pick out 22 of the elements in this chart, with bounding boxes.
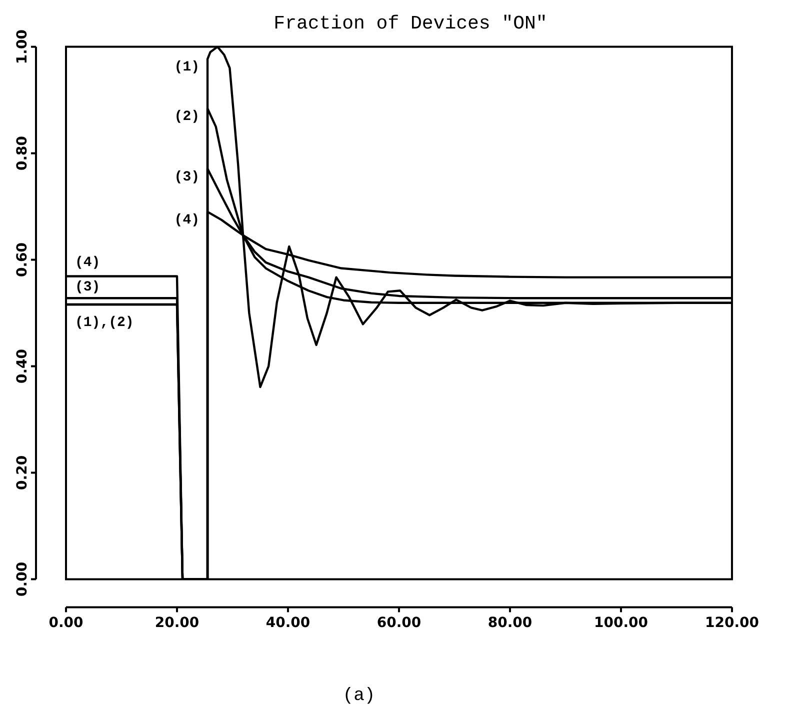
y-tick-label: 0.80: [14, 136, 31, 171]
chart-title: Fraction of Devices "ON": [274, 12, 548, 34]
y-tick-label: 1.00: [14, 29, 31, 64]
annotation: (4): [75, 254, 100, 271]
y-tick-label: 0.60: [14, 242, 31, 278]
y-tick-label: 0.00: [14, 562, 31, 596]
text: (a): [342, 686, 376, 706]
y-tick-label: 0.20: [14, 455, 31, 490]
x-tick-label: 120.00: [704, 615, 760, 632]
x-tick-label: 100.00: [594, 615, 648, 632]
series-label: (3): [174, 169, 200, 186]
y-tick-label: 0.40: [14, 348, 31, 384]
x-tick-label: 0.00: [48, 615, 84, 632]
annotation: (1),(2): [75, 315, 134, 332]
annotation: (3): [75, 280, 100, 296]
series-label: (4): [174, 212, 200, 228]
series-label: (2): [174, 109, 200, 126]
series-label: (1): [174, 60, 200, 76]
x-tick-label: 80.00: [488, 615, 532, 632]
x-tick-label: 20.00: [154, 615, 200, 632]
x-tick-label: 40.00: [266, 615, 310, 632]
x-tick-label: 60.00: [376, 615, 422, 632]
